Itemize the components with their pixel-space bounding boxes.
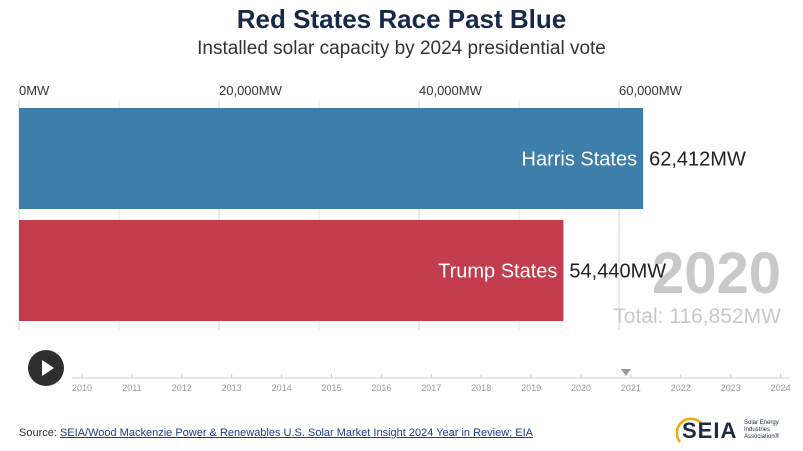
logo-text: SEIA — [682, 418, 738, 443]
x-tick-label: 20,000MW — [219, 83, 283, 98]
timeline-year-label: 2015 — [321, 383, 341, 393]
chart-subtitle: Installed solar capacity by 2024 preside… — [197, 38, 606, 59]
bar-category-label: Trump States — [438, 261, 557, 283]
timeline-year-label: 2019 — [521, 383, 541, 393]
timeline-year-label: 2018 — [471, 383, 491, 393]
timeline-year-label: 2011 — [122, 383, 141, 393]
timeline-year-label: 2014 — [272, 383, 292, 393]
timeline-year-label: 2020 — [571, 383, 591, 393]
timeline-year-label: 2024 — [771, 383, 791, 393]
timeline-year-label: 2013 — [222, 383, 242, 393]
timeline-year-label: 2012 — [172, 383, 192, 393]
source-link[interactable]: SEIA/Wood Mackenzie Power & Renewables U… — [59, 427, 534, 439]
x-tick-label: 60,000MW — [619, 83, 683, 98]
timeline-marker — [620, 369, 631, 376]
timeline-year-label: 2021 — [621, 383, 641, 393]
bar-value-label: 54,440MW — [569, 261, 666, 283]
bar-trump-states — [19, 220, 564, 321]
x-tick-label: 40,000MW — [419, 83, 483, 98]
bar-harris-states — [19, 108, 644, 209]
timeline-year-label: 2016 — [371, 383, 391, 393]
source-prefix: Source: — [19, 427, 60, 439]
total-label: Total: 116,852MW — [613, 305, 781, 328]
logo-subtext: Solar Energy Industries Association® — [744, 420, 780, 440]
play-button[interactable] — [28, 350, 64, 386]
play-icon — [42, 360, 54, 376]
bar-category-label: Harris States — [522, 149, 638, 171]
timeline-year-label: 2023 — [721, 383, 741, 393]
source-note: Source: SEIA/Wood Mackenzie Power & Rene… — [19, 427, 533, 439]
sun-arc-icon — [676, 417, 703, 443]
x-tick-label: 0MW — [19, 83, 50, 98]
bar-value-label: 62,412MW — [649, 149, 746, 171]
bar-chart: 0MW 20,000MW 40,000MW 60,000MW Harris States… — [18, 83, 791, 393]
current-year-label: 2020 — [652, 241, 781, 306]
chart-title: Red States Race Past Blue — [236, 4, 567, 34]
timeline-year-label: 2010 — [72, 383, 92, 393]
seia-logo: SEIA Solar Energy Industries Association… — [676, 414, 792, 450]
timeline-year-label: 2017 — [421, 383, 441, 393]
timeline-year-label: 2022 — [671, 383, 691, 393]
